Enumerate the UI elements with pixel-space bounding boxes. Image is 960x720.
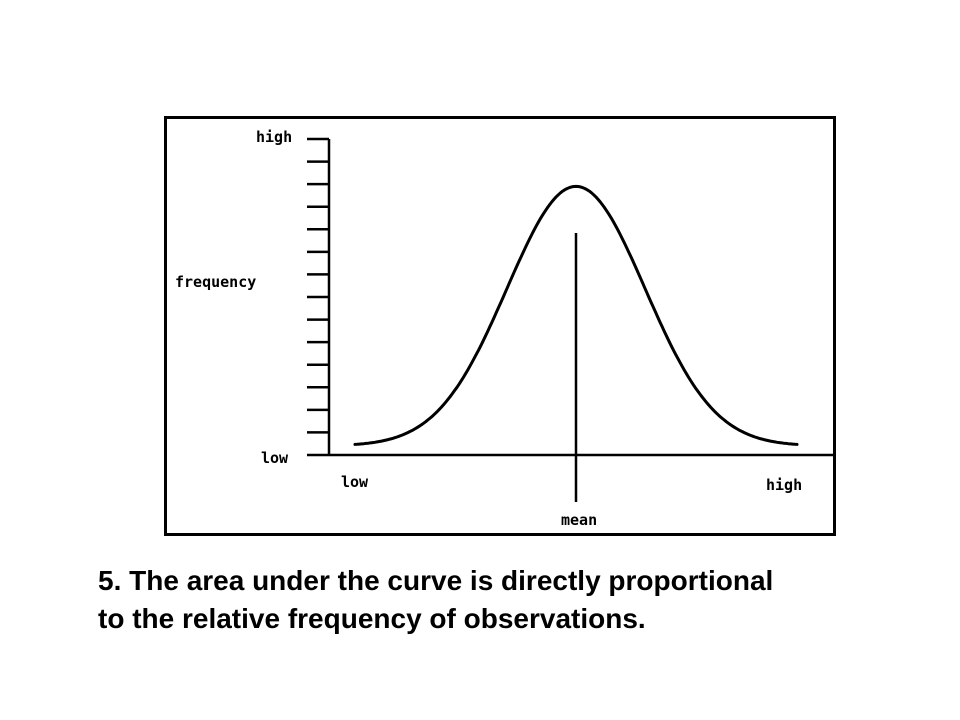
x-tick-label-low: low: [341, 473, 369, 491]
chart-svg: high frequency low low mean high: [175, 128, 833, 529]
chart-frame: high frequency low low mean high: [164, 116, 836, 536]
slide-caption: 5. The area under the curve is directly …: [98, 562, 918, 638]
caption-line-1: 5. The area under the curve is directly …: [98, 565, 774, 596]
x-tick-label-mean: mean: [561, 511, 597, 529]
caption-line-2: to the relative frequency of observation…: [98, 603, 646, 634]
x-tick-label-high: high: [766, 476, 802, 494]
normal-curve-line: [353, 184, 799, 446]
y-axis-ticks: [307, 137, 329, 457]
y-axis-title: frequency: [175, 273, 256, 291]
y-tick-label-high: high: [256, 128, 292, 146]
y-tick-label-low: low: [261, 449, 289, 467]
